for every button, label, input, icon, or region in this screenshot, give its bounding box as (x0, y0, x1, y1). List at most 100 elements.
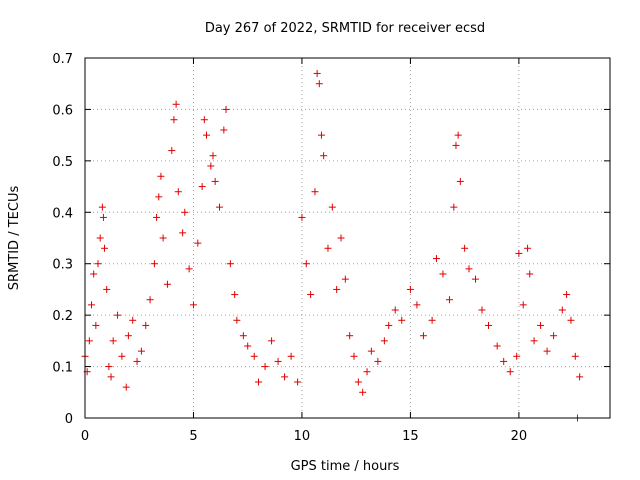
data-point (172, 100, 180, 108)
x-tick-label: 15 (402, 429, 419, 444)
data-point (391, 306, 399, 314)
data-point (174, 188, 182, 196)
data-point (563, 291, 571, 299)
tick-labels: 0 0.1 0.2 0.3 0.4 0.5 0.6 0.7 0 5 10 15 20 (52, 52, 527, 444)
data-point (398, 316, 406, 324)
data-point (94, 260, 102, 268)
data-point (101, 244, 109, 252)
data-point (337, 234, 345, 242)
data-point (207, 162, 215, 170)
data-point (515, 249, 523, 257)
data-point (244, 342, 252, 350)
plot-frame (84, 57, 611, 419)
data-point (133, 357, 141, 365)
data-point (129, 316, 137, 324)
data-point (179, 229, 187, 237)
data-point (109, 337, 117, 345)
data-point (524, 244, 532, 252)
data-point (452, 141, 460, 149)
data-point (194, 239, 202, 247)
data-point (96, 234, 104, 242)
data-point (168, 147, 176, 155)
data-point (454, 131, 462, 139)
data-point (281, 373, 289, 381)
data-point (419, 332, 427, 340)
data-point (506, 368, 514, 376)
x-axis-label: GPS time / hours (291, 459, 400, 474)
data-point (155, 193, 163, 201)
data-point (88, 301, 96, 309)
data-point (287, 352, 295, 360)
data-point (255, 378, 263, 386)
data-point (294, 378, 302, 386)
x-tick-label: 5 (189, 429, 197, 444)
y-tick-label: 0.3 (52, 258, 73, 273)
data-point (200, 116, 208, 124)
data-point (107, 373, 115, 381)
data-point (216, 203, 224, 211)
data-point (350, 352, 358, 360)
data-point (432, 255, 440, 263)
data-point (324, 244, 332, 252)
data-point (315, 80, 323, 88)
data-point (157, 172, 165, 180)
data-point (439, 270, 447, 278)
data-point (231, 291, 239, 299)
data-point (250, 352, 258, 360)
data-point (103, 285, 111, 293)
data-points (81, 69, 584, 422)
data-point (354, 378, 362, 386)
y-tick-label: 0 (65, 412, 73, 427)
data-point (211, 177, 219, 185)
data-point (374, 357, 382, 365)
data-point (537, 321, 545, 329)
data-point (99, 213, 107, 221)
data-point (317, 131, 325, 139)
data-point (519, 301, 527, 309)
data-point (311, 188, 319, 196)
grid-lines (85, 58, 610, 418)
data-point (150, 260, 158, 268)
data-point (202, 131, 210, 139)
data-point (222, 105, 230, 113)
data-point (359, 388, 367, 396)
x-tick-label: 0 (81, 429, 89, 444)
data-point (333, 285, 341, 293)
data-point (450, 203, 458, 211)
data-point (185, 265, 193, 273)
data-point (122, 383, 130, 391)
data-point (239, 332, 247, 340)
data-point (105, 363, 113, 371)
data-point (268, 337, 276, 345)
y-tick-label: 0.6 (52, 103, 73, 118)
data-point (226, 260, 234, 268)
data-point (406, 285, 414, 293)
data-point (341, 275, 349, 283)
data-point (307, 291, 315, 299)
data-point (118, 352, 126, 360)
data-point (428, 316, 436, 324)
data-point (558, 306, 566, 314)
data-point (576, 373, 584, 381)
data-point (189, 301, 197, 309)
data-point (346, 332, 354, 340)
data-point (163, 280, 171, 288)
data-point (328, 203, 336, 211)
data-point (513, 352, 521, 360)
data-point (170, 116, 178, 124)
data-point (363, 368, 371, 376)
data-point (465, 265, 473, 273)
data-point (302, 260, 310, 268)
chart-title: Day 267 of 2022, SRMTID for receiver ecs… (205, 21, 485, 36)
y-tick-label: 0.4 (52, 206, 73, 221)
data-point (313, 69, 321, 77)
data-point (298, 213, 306, 221)
y-axis-label: SRMTID / TECUs (7, 186, 22, 291)
data-point (526, 270, 534, 278)
x-tick-label: 20 (511, 429, 528, 444)
y-tick-label: 0.2 (52, 309, 73, 324)
data-point (137, 347, 145, 355)
axis-ticks (84, 57, 610, 419)
data-point (85, 337, 93, 345)
data-point (413, 301, 421, 309)
